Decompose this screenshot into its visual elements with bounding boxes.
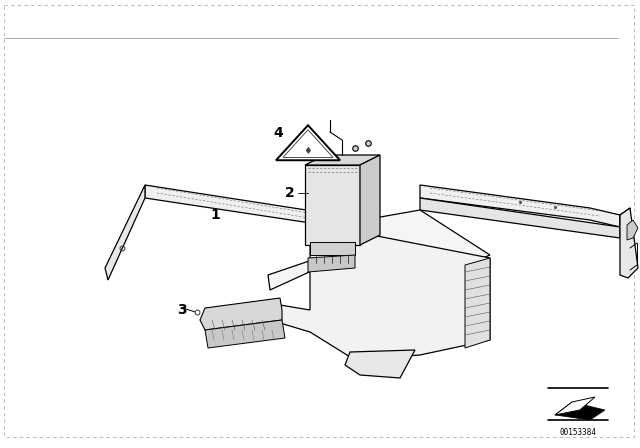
Polygon shape: [420, 198, 620, 238]
Polygon shape: [620, 208, 630, 227]
Polygon shape: [420, 185, 620, 227]
Text: 1: 1: [210, 208, 220, 222]
Polygon shape: [268, 210, 490, 290]
Polygon shape: [305, 155, 380, 165]
Polygon shape: [308, 255, 355, 272]
Text: 3: 3: [177, 303, 187, 317]
Polygon shape: [345, 350, 415, 378]
Polygon shape: [105, 185, 145, 280]
Polygon shape: [620, 208, 638, 278]
Text: 4: 4: [273, 126, 283, 140]
Polygon shape: [268, 223, 490, 360]
Polygon shape: [276, 125, 340, 160]
Polygon shape: [627, 220, 638, 240]
Text: 2: 2: [285, 186, 295, 200]
Polygon shape: [310, 242, 355, 255]
Polygon shape: [305, 165, 360, 245]
Text: ♦: ♦: [303, 146, 312, 156]
Text: 00153384: 00153384: [559, 427, 596, 436]
Polygon shape: [205, 320, 285, 348]
Polygon shape: [360, 155, 380, 245]
Polygon shape: [145, 185, 390, 235]
Polygon shape: [555, 402, 605, 420]
Polygon shape: [200, 298, 282, 330]
Polygon shape: [465, 258, 490, 348]
Polygon shape: [555, 397, 595, 415]
